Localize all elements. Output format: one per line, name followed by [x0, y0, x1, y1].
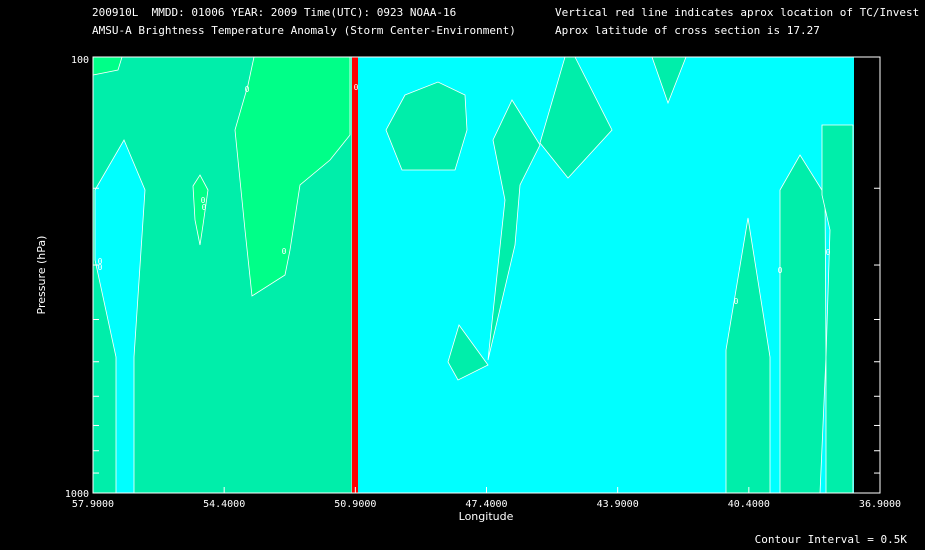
x-tick-label: 47.4000 [465, 499, 507, 510]
header-line-1: 200910L MMDD: 01006 YEAR: 2009 Time(UTC)… [92, 6, 457, 19]
anomaly-region-sliver [487, 99, 541, 361]
anomaly-region-warm-tongue [234, 56, 351, 297]
y-tick-label-bottom: 1000 [65, 489, 89, 500]
anomaly-region-warm-sliver [192, 174, 209, 246]
x-tick-label: 54.4000 [203, 499, 245, 510]
y-axis-title: Pressure (hPa) [35, 236, 48, 315]
contour-label: 0 [202, 203, 207, 212]
x-tick-label: 40.4000 [728, 499, 770, 510]
contour-label: 0 [826, 248, 831, 257]
x-axis-ticks: 57.9000 54.4000 50.9000 47.4000 43.9000 40.40… [72, 487, 901, 510]
x-axis-title: Longitude [459, 510, 514, 523]
contour-label: 0 [354, 83, 359, 92]
header-line-3: Vertical red line indicates aprox locati… [555, 6, 920, 19]
x-tick-label: 36.9000 [859, 499, 901, 510]
contour-label: 0 [282, 247, 287, 256]
x-tick-label: 43.9000 [597, 499, 639, 510]
anomaly-region-east-band [821, 124, 854, 494]
contour-interval-note: Contour Interval = 0.5K [754, 533, 907, 546]
anomaly-region-east-column [779, 154, 827, 494]
contour-label: 0 [245, 85, 250, 94]
anomaly-region-small-triangle [447, 324, 489, 381]
y-tick-label-top: 100 [71, 55, 89, 66]
y-axis-ticks [93, 56, 880, 494]
contour-label: 0 [778, 266, 783, 275]
contour-label: 0 [201, 196, 206, 205]
header-line-2: AMSU-A Brightness Temperature Anomaly (S… [92, 24, 516, 37]
plot-right-margin [854, 57, 880, 493]
header-line-4: Aprox latitude of cross section is 17.27 [555, 24, 820, 37]
x-tick-label: 57.9000 [72, 499, 114, 510]
contour-label: 0 [734, 297, 739, 306]
contour-label: 0 [98, 257, 103, 266]
x-tick-label: 50.9000 [334, 499, 376, 510]
anomaly-region-diamond [539, 56, 613, 179]
anomaly-region-hexagon [385, 81, 468, 171]
contour-label: 0 [98, 263, 103, 272]
